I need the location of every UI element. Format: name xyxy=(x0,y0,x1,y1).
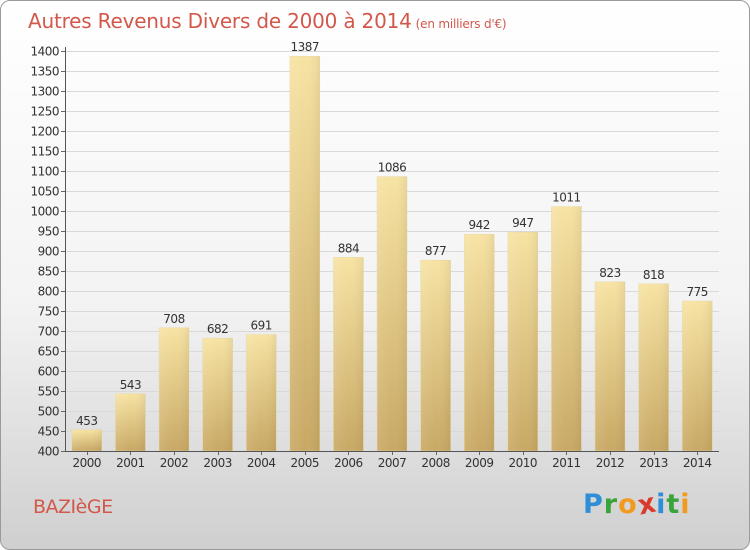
data-label: 1011 xyxy=(552,191,581,205)
data-label: 691 xyxy=(250,319,271,333)
data-label: 947 xyxy=(512,216,533,230)
y-tick-label: 1150 xyxy=(30,145,59,159)
x-axis-ticks: 2000 2001 2002 2003 2004 2005 2006 2007 2008 2009… xyxy=(73,451,712,470)
y-tick-label: 650 xyxy=(38,345,59,359)
x-tick-label: 2003 xyxy=(203,456,232,470)
x-tick-label: 2002 xyxy=(160,456,189,470)
x-tick-label: 2012 xyxy=(596,456,625,470)
y-tick-label: 450 xyxy=(38,425,59,439)
y-axis-ticks: 400 450 500 550 600 650 700 750 800 850 900 950 1000… xyxy=(30,45,65,459)
chart-title: Autres Revenus Divers de 2000 à 2014 (en … xyxy=(28,8,507,37)
y-tick-label: 900 xyxy=(38,245,59,259)
x-tick-label: 2007 xyxy=(378,456,407,470)
data-label: 823 xyxy=(599,266,620,280)
y-tick-label: 1350 xyxy=(30,65,59,79)
chart-subtitle: (en milliers d'€) xyxy=(415,17,507,31)
bar-shade xyxy=(464,234,495,451)
chart-title-text: Autres Revenus Divers de 2000 à 2014 xyxy=(28,9,412,33)
y-tick-label: 1300 xyxy=(30,85,59,99)
y-tick-label: 600 xyxy=(38,365,59,379)
data-label: 543 xyxy=(120,378,141,392)
bar-shade xyxy=(289,56,320,451)
data-label: 1086 xyxy=(378,161,407,175)
data-label: 682 xyxy=(207,322,228,336)
y-tick-label: 800 xyxy=(38,285,59,299)
y-tick-label: 950 xyxy=(38,225,59,239)
x-tick-label: 2013 xyxy=(639,456,668,470)
bar-shade xyxy=(377,176,407,451)
bar-shade xyxy=(682,301,713,451)
data-label: 942 xyxy=(468,218,489,232)
data-label: 877 xyxy=(425,244,446,258)
bar-shade xyxy=(202,338,233,451)
data-label: 818 xyxy=(643,268,664,282)
logo-letter: t xyxy=(666,489,681,520)
data-label: 1387 xyxy=(291,40,320,54)
y-tick-label: 1250 xyxy=(30,105,59,119)
y-tick-label: 400 xyxy=(38,445,59,459)
y-tick-label: 550 xyxy=(38,385,59,399)
y-tick-label: 750 xyxy=(38,305,59,319)
y-tick-label: 850 xyxy=(38,265,59,279)
bar-shade xyxy=(115,393,146,451)
x-tick-label: 2005 xyxy=(291,456,320,470)
bar-shade xyxy=(246,334,277,451)
y-tick-label: 1000 xyxy=(30,205,59,219)
x-tick-label: 2006 xyxy=(334,456,363,470)
bar-shade xyxy=(638,283,669,451)
x-tick-label: 2008 xyxy=(421,456,450,470)
y-tick-label: 1050 xyxy=(30,185,59,199)
y-tick-label: 1100 xyxy=(30,165,59,179)
data-label: 775 xyxy=(686,285,707,299)
proxiti-logo: Proxiti xyxy=(583,487,691,521)
data-label: 884 xyxy=(338,241,359,255)
x-tick-label: 2011 xyxy=(552,456,581,470)
x-tick-label: 2004 xyxy=(247,456,276,470)
x-tick-label: 2010 xyxy=(509,456,538,470)
bar-shade xyxy=(507,232,538,451)
logo-letter: i xyxy=(680,489,691,520)
bar-shade xyxy=(159,327,189,451)
bar-shade xyxy=(420,260,451,451)
bar-shade xyxy=(595,281,625,451)
y-tick-label: 1400 xyxy=(30,45,59,59)
data-label: 708 xyxy=(163,312,184,326)
bars xyxy=(71,55,713,452)
x-tick-label: 2000 xyxy=(73,456,102,470)
bar-shade xyxy=(71,429,102,451)
y-tick-label: 1200 xyxy=(30,125,59,139)
commune-name: BAZIèGE xyxy=(33,496,113,518)
data-labels: 453 543 708 682 691 1387 884 1086 877 942 947 1011 8… xyxy=(76,40,708,428)
bar-shade xyxy=(333,257,364,451)
data-label: 453 xyxy=(76,414,97,428)
logo-letter: P xyxy=(583,489,604,520)
logo-letter: o xyxy=(618,489,638,520)
y-tick-label: 500 xyxy=(38,405,59,419)
x-tick-label: 2009 xyxy=(465,456,494,470)
logo-letter: i xyxy=(656,489,667,520)
y-tick-label: 700 xyxy=(38,325,59,339)
x-tick-label: 2014 xyxy=(683,456,712,470)
x-tick-label: 2001 xyxy=(116,456,145,470)
bar-shade xyxy=(551,206,582,451)
logo-letter: r xyxy=(603,489,619,520)
